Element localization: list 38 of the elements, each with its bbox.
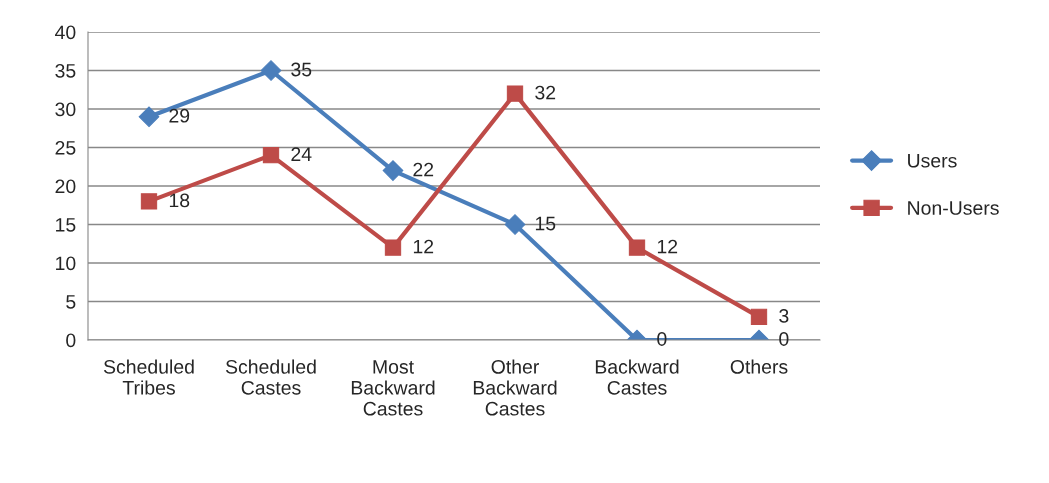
point [506,85,524,102]
legend-label: Non-Users [908,201,999,215]
y-tick-label: 5 [66,295,76,309]
y-tick-label: 35 [55,63,76,78]
x-tick-label: Most Backward Castes [351,360,435,416]
data-label: 12 [413,239,434,254]
data-label: 35 [291,62,312,77]
data-label: 32 [535,85,556,100]
point [628,239,646,256]
point [138,106,160,128]
y-tick-label: 10 [56,256,76,271]
y-tick-label: 30 [55,102,76,117]
y-tick-label: 0 [66,333,76,348]
data-label: 0 [779,332,789,346]
data-label: 18 [169,193,190,208]
data-label: 24 [291,147,312,161]
y-tick-label: 25 [55,140,76,155]
data-label: 29 [169,108,190,123]
data-label: 12 [657,239,678,254]
x-tick-label: Backward Castes [595,359,679,395]
point [262,147,280,164]
point [384,239,402,256]
point [140,193,158,210]
y-tick-label: 15 [56,218,76,232]
legend-label: Users [908,154,957,168]
y-tick-label: 40 [55,25,76,40]
point [504,214,526,235]
y-tick-label: 20 [55,179,76,194]
point [750,308,768,326]
data-label: 15 [535,216,556,231]
point [382,160,404,181]
x-tick-label: Scheduled Tribes [103,359,194,395]
point [260,60,282,81]
x-tick-label: Scheduled Castes [225,359,316,395]
x-tick-label: Others [730,359,788,374]
x-tick-label: Other Backward Castes [473,359,557,416]
data-label: 3 [779,309,789,323]
data-label: 22 [413,162,434,177]
